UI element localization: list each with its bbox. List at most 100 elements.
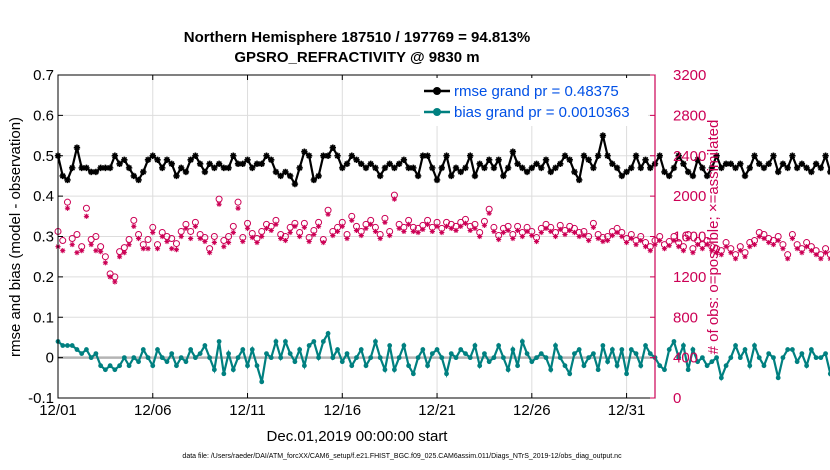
bias-point	[662, 367, 667, 373]
rmse-point	[680, 160, 687, 168]
bias-point	[226, 351, 231, 356]
bias-point	[657, 363, 663, 369]
rmse-point	[215, 160, 223, 168]
rmse-point	[310, 176, 318, 184]
rmse-point	[632, 152, 640, 159]
assimilated-obs-point	[297, 233, 303, 240]
assimilated-obs-point	[368, 221, 374, 227]
bias-point	[609, 347, 615, 352]
bias-point	[216, 339, 222, 344]
bias-point	[425, 363, 430, 369]
assimilated-obs-point	[785, 256, 791, 262]
bias-point	[557, 355, 563, 361]
rmse-point	[286, 172, 294, 180]
bias-point	[420, 347, 426, 352]
bias-point	[595, 367, 601, 373]
rmse-point	[594, 152, 602, 159]
assimilated-obs-point	[79, 248, 85, 254]
assimilated-obs-point	[605, 237, 611, 244]
assimilated-obs-point	[420, 226, 426, 233]
bias-point	[102, 367, 108, 373]
rmse-point	[737, 160, 744, 168]
rmse-point	[495, 156, 502, 163]
legend-bias-marker	[433, 108, 441, 116]
rmse-point	[301, 148, 308, 155]
bias-point	[74, 347, 80, 352]
bias-point	[159, 355, 165, 361]
rmse-point	[618, 172, 626, 180]
rmse-point	[92, 168, 100, 176]
assimilated-obs-point	[325, 211, 331, 217]
assimilated-obs-point	[169, 246, 175, 252]
assimilated-obs-point	[98, 249, 104, 255]
x-tick-label: 12/16	[324, 402, 362, 419]
rmse-point	[770, 152, 777, 159]
bias-point	[591, 351, 596, 356]
rmse-point	[220, 164, 228, 172]
bias-point	[491, 355, 497, 361]
possible-obs-point	[63, 198, 71, 206]
bias-point	[624, 371, 629, 377]
bias-point	[93, 351, 99, 356]
rmse-point	[348, 152, 355, 159]
bias-point	[434, 347, 440, 352]
bias-point	[150, 363, 156, 369]
bias-point	[245, 363, 250, 369]
assimilated-obs-point	[671, 237, 677, 244]
assimilated-obs-point	[676, 243, 682, 250]
bias-point	[529, 359, 535, 365]
bias-point	[98, 363, 104, 369]
bias-point	[249, 347, 255, 352]
bias-point	[548, 367, 554, 373]
rmse-point	[713, 152, 720, 159]
possible-obs-point	[225, 233, 233, 240]
assimilated-obs-point	[315, 223, 322, 230]
rmse-point	[386, 160, 393, 168]
assimilated-obs-point	[813, 252, 819, 258]
assimilated-obs-point	[320, 239, 326, 246]
possible-obs-point	[68, 235, 76, 243]
assimilated-obs-point	[202, 238, 208, 245]
rmse-point	[154, 156, 161, 163]
assimilated-obs-point	[107, 274, 113, 280]
bias-point	[325, 331, 331, 336]
bias-point	[211, 367, 217, 373]
possible-obs-point	[168, 235, 176, 243]
bias-point	[344, 351, 350, 356]
bias-point	[699, 355, 705, 361]
assimilated-obs-point	[590, 224, 597, 231]
rmse-point	[822, 152, 829, 159]
rmse-point	[817, 164, 825, 172]
assimilated-obs-point	[808, 248, 814, 254]
bias-point	[382, 367, 388, 373]
y-axis-ticks: -0.1 0 0.1 0.2 0.3 0.4 0.5 0.6 0.7	[28, 67, 63, 407]
bias-point	[69, 343, 75, 348]
legend: rmse grand pr = 0.48375 bias grand pr = …	[420, 78, 648, 126]
rmse-point	[125, 164, 133, 172]
bias-point	[804, 363, 810, 369]
assimilated-obs-point	[112, 279, 118, 285]
bias-point	[155, 347, 160, 352]
y-tick-label: 0	[46, 350, 54, 367]
assimilated-obs-point	[154, 246, 161, 252]
assimilated-obs-point	[718, 252, 724, 258]
bias-point	[808, 347, 814, 352]
assimilated-obs-point	[235, 205, 241, 211]
bias-series	[55, 330, 830, 385]
assimilated-obs-point	[723, 243, 729, 250]
assimilated-obs-point	[74, 250, 80, 256]
possible-obs-point	[187, 227, 195, 235]
rmse-point	[329, 144, 337, 151]
bias-point	[534, 355, 539, 361]
assimilated-obs-point	[690, 250, 696, 256]
bias-point	[581, 363, 587, 369]
assimilated-obs-point	[401, 228, 407, 235]
assimilated-obs-point	[562, 231, 568, 238]
rmse-point	[69, 164, 76, 172]
bias-point	[562, 363, 568, 369]
y2-tick-label: 2400	[673, 148, 706, 165]
y-tick-label: 0.1	[33, 309, 54, 326]
bias-point	[647, 351, 653, 356]
assimilated-obs-point	[263, 225, 270, 232]
possible-obs-point	[234, 198, 242, 206]
